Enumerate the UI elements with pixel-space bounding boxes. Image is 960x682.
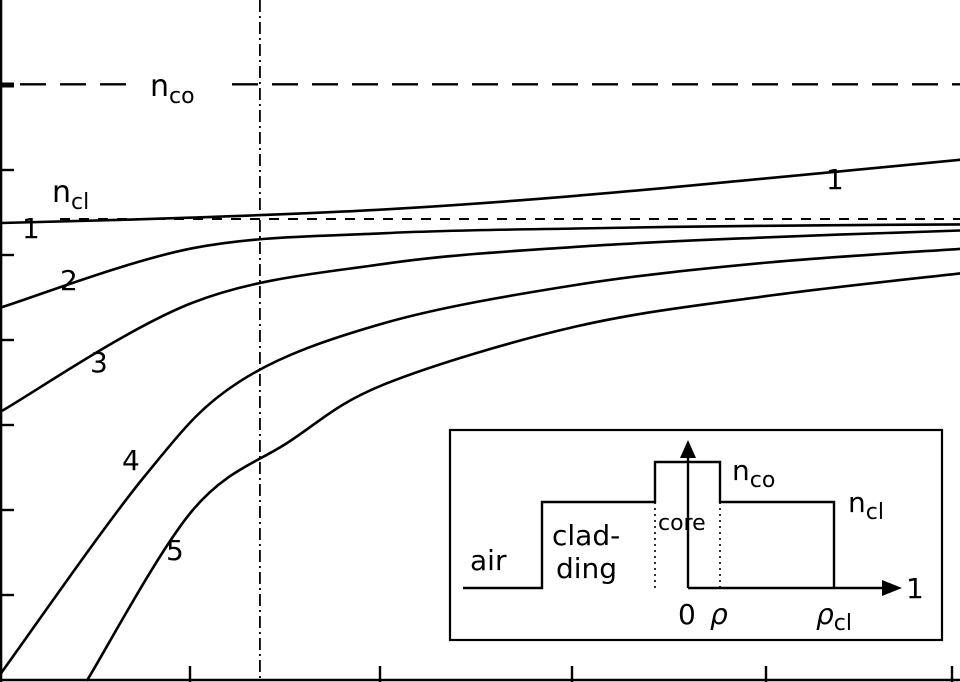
series-curve-3: [0, 229, 960, 413]
inset: air clad- ding core nco ncl 0 ρ ρcl 1: [448, 428, 944, 642]
series-label-1-right: 1: [826, 163, 844, 196]
series-label-3: 3: [90, 346, 108, 379]
series-curve-2: [0, 223, 960, 309]
y-ticks: [0, 82, 14, 597]
index-profile-left: [463, 460, 688, 590]
inset-cladding-label-2: ding: [556, 552, 617, 585]
inset-rho-label: ρ: [710, 598, 728, 631]
series-label-2: 2: [60, 264, 78, 297]
inset-cladding-label-1: clad-: [552, 519, 620, 552]
inset-n-co-label: nco: [732, 454, 775, 493]
series-curve-5: [86, 272, 960, 682]
n-cl-label: ncl: [52, 175, 89, 215]
inset-y-arrow-icon: [680, 440, 696, 458]
n-co-label: nco: [150, 69, 195, 109]
x-ticks: [188, 666, 954, 682]
inset-rho-cl-label: ρcl: [816, 598, 852, 636]
inset-air-label: air: [470, 544, 507, 577]
series-label-5: 5: [166, 534, 184, 567]
series-label-4: 4: [122, 444, 140, 477]
inset-x-arrow-icon: [882, 580, 902, 596]
series-curve-4: [0, 247, 960, 675]
series-label-1-left: 1: [22, 212, 40, 245]
inset-box: [448, 428, 944, 642]
inset-zero-label: 0: [678, 598, 696, 631]
inset-n-cl-label: ncl: [848, 486, 884, 525]
inset-one-label: 1: [906, 572, 924, 605]
series-curve-1: [0, 158, 960, 225]
curves: [0, 158, 960, 682]
inset-core-label: core: [658, 511, 706, 536]
